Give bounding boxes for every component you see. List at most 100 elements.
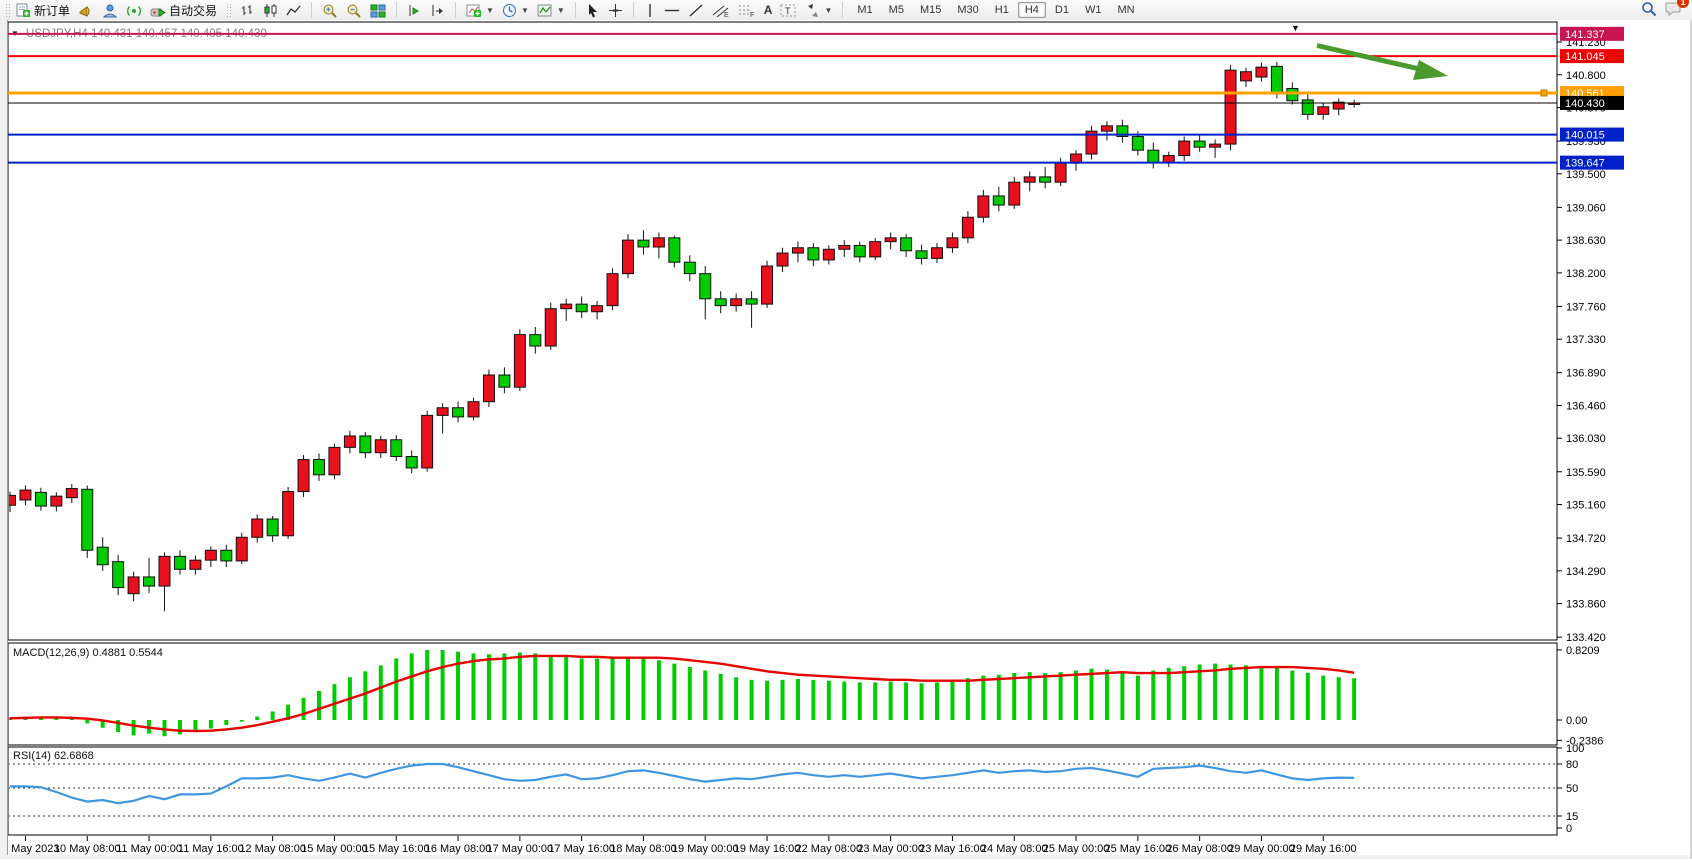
toolbar-drag-handle[interactable] [5,3,10,17]
bear-candle [1131,135,1144,151]
bull-candle [282,491,295,537]
market-news-button[interactable] [74,2,98,19]
bull-candle [127,576,140,595]
bull-candle [822,248,835,261]
bear-candle [390,439,403,458]
crosshair-tool-button[interactable] [604,2,627,19]
bear-candle [1147,149,1160,163]
time-axis-label: 15 May 00:00 [301,843,368,855]
zoom-out-button[interactable] [342,2,366,19]
bear-candle [405,456,418,469]
time-axis-label: 16 May 08:00 [425,843,492,855]
time-axis-label: 19 May 00:00 [672,843,739,855]
timeframe-W1[interactable]: W1 [1084,4,1102,16]
time-axis-label: 29 May 00:00 [1228,843,1295,855]
price-axis-tick: 139.500 [1566,169,1606,181]
line-chart-button[interactable] [282,2,305,19]
price-line-label: 141.045 [1565,51,1605,63]
bull-candle [1008,181,1021,206]
time-axis-label: 24 May 08:00 [981,843,1048,855]
bear-candle [745,298,758,305]
community-button[interactable] [98,2,122,19]
auto-scroll-button[interactable] [426,2,449,19]
rsi-axis-tick: 15 [1566,811,1578,823]
zoom-in-button[interactable] [318,2,342,19]
bear-candle [173,555,186,570]
trendline-tool-button[interactable] [684,2,708,19]
new-order-button[interactable]: 新订单 [12,1,74,20]
chart-shift-button[interactable] [403,2,426,19]
bull-candle [544,308,557,347]
text-tool-button[interactable]: A [763,3,773,17]
svg-text:T: T [785,6,791,16]
timeframe-H1[interactable]: H1 [994,4,1009,16]
price-axis-tick: 133.420 [1566,632,1606,644]
bull-candle [1100,125,1113,132]
price-line-label-box [1560,155,1624,170]
new-order-icon [16,3,31,18]
bull-candle [946,237,959,249]
fibonacci-tool-button[interactable]: F [734,2,760,19]
timeframe-M30[interactable]: M30 [957,4,979,16]
shapes-tool-button[interactable]: ▼ [801,2,836,19]
bar-chart-button[interactable] [236,2,259,19]
bull-candle [606,273,619,307]
bull-candle [730,298,743,307]
vline-tool-button[interactable] [640,2,660,19]
annotation-arrow[interactable] [1316,43,1448,81]
timeframe-MN[interactable]: MN [1117,4,1135,16]
indicators-button[interactable]: ▼ [462,2,498,19]
bear-candle [1270,65,1283,94]
candlestick-chart-button[interactable] [259,2,282,19]
community-person-icon [102,3,118,18]
time-axis-label: 17 May 00:00 [487,843,554,855]
price-line-label-box [1560,95,1624,110]
timeframe-M5[interactable]: M5 [888,4,904,16]
channel-tool-button[interactable]: E [708,2,734,19]
bear-candle [112,561,125,589]
bull-candle [65,488,78,499]
time-axis-label: 29 May 16:00 [1290,843,1357,855]
price-line-label-box [1560,26,1624,41]
bull-candle [189,559,202,570]
chat-notification-button[interactable]: 1 [1665,0,1689,19]
timeframe-H4[interactable]: H4 [1017,2,1046,18]
chart-canvas[interactable]: USDJPY,H4 140.431 140.457 140.405 140.43… [0,20,1692,859]
price-axis-tick: 136.030 [1566,433,1606,445]
bear-candle [714,298,727,307]
line-anchor-marker[interactable] [1540,89,1548,97]
autotrade-icon [150,3,167,18]
cursor-tool-button[interactable] [582,2,604,19]
periods-button[interactable]: ▼ [498,2,533,19]
templates-button[interactable]: ▼ [533,2,569,19]
price-line-label-box [1560,49,1624,64]
rsi-axis-tick: 100 [1566,743,1584,755]
autotrade-button[interactable]: 自动交易 [146,1,221,20]
signal-button[interactable] [122,2,146,19]
bull-candle [19,489,32,501]
bear-candle [529,334,542,347]
time-axis-label: 26 May 08:00 [1166,843,1233,855]
search-icon[interactable] [1641,1,1657,20]
bull-candle [560,303,573,310]
bear-candle [637,239,650,248]
rsi-pane[interactable] [7,746,1558,836]
tile-windows-button[interactable] [366,2,390,19]
bull-candle [1054,162,1067,183]
timeframe-M15[interactable]: M15 [919,4,942,16]
bull-candle [1209,143,1222,148]
toolbar-drag-handle[interactable] [226,3,232,17]
bear-candle [853,244,866,258]
hline-tool-button[interactable] [660,2,684,19]
scroll-marker-icon[interactable]: ▼ [1291,23,1300,33]
price-axis-tick: 138.200 [1566,268,1606,280]
rsi-label: RSI(14) 62.6868 [13,750,94,762]
timeframe-D1[interactable]: D1 [1054,4,1069,16]
price-axis-tick: 136.460 [1566,400,1606,412]
time-axis-label: 22 May 08:00 [796,843,863,855]
main-pane[interactable] [7,21,1558,641]
timeframe-M1[interactable]: M1 [857,4,873,16]
text-label-tool-button[interactable]: T [776,2,801,19]
megaphone-icon [78,3,94,18]
